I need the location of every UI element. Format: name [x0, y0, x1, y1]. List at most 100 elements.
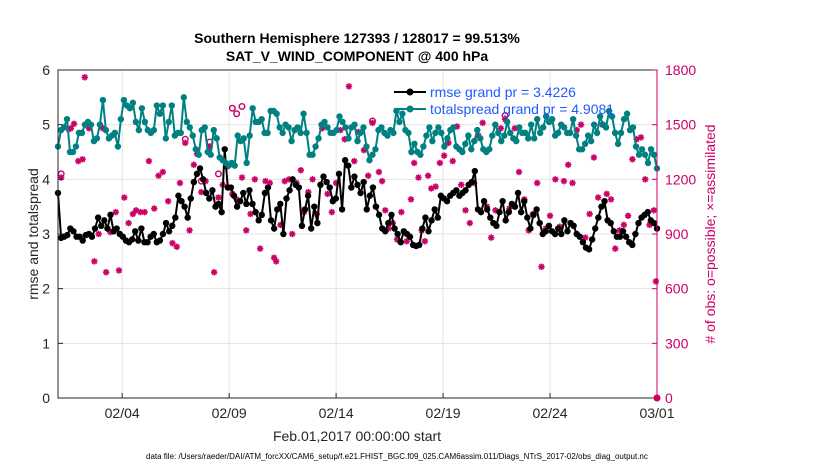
rmse-point	[363, 206, 370, 213]
x-tick-label: 02/19	[426, 405, 461, 421]
legend-marker-spread	[406, 105, 414, 113]
obs-assimilated-point	[458, 181, 465, 188]
rmse-point	[527, 225, 534, 232]
y-tick-label: 0	[42, 390, 50, 406]
spread-point	[420, 143, 427, 150]
obs-assimilated-point	[351, 157, 358, 165]
rmse-point	[382, 228, 389, 235]
spread-point	[117, 116, 125, 123]
spread-point	[168, 102, 176, 109]
rmse-point	[558, 230, 565, 238]
spread-point	[468, 146, 475, 153]
obs-assimilated-point	[256, 245, 264, 252]
y2-axis-label: # of obs: o=possible; ×=assimilated	[702, 124, 718, 343]
y2-tick-label: 1500	[665, 117, 696, 133]
spread-point	[438, 129, 445, 137]
spread-point	[572, 132, 580, 139]
rmse-point	[419, 225, 426, 232]
spread-point	[264, 129, 271, 137]
spread-point	[141, 118, 149, 126]
x-tick-label: 02/24	[533, 405, 568, 421]
rmse-point	[619, 228, 627, 235]
spread-point	[471, 137, 478, 145]
obs-assimilated-point	[112, 208, 119, 216]
spread-point	[363, 143, 370, 150]
y-tick-label: 4	[42, 171, 50, 187]
spread-point	[192, 146, 199, 153]
obs-assimilated-point	[650, 207, 657, 214]
rmse-point	[196, 165, 204, 172]
y2-tick-label: 300	[665, 335, 689, 351]
spread-point	[162, 135, 170, 142]
rmse-point	[138, 225, 145, 232]
rmse-point	[249, 200, 256, 208]
rmse-point	[255, 217, 262, 224]
obs-assimilated-point	[436, 159, 444, 167]
spread-point	[324, 124, 331, 131]
rmse-point	[233, 203, 241, 210]
rmse-point	[267, 217, 275, 224]
rmse-point	[70, 228, 77, 235]
rmse-point	[592, 225, 599, 232]
rmse-point	[502, 217, 509, 224]
rmse-point	[98, 222, 105, 229]
rmse-point	[385, 219, 392, 227]
rmse-point	[175, 192, 182, 199]
obs-assimilated-point	[164, 198, 172, 205]
obs-assimilated-point	[375, 168, 383, 176]
spread-point	[309, 151, 316, 158]
spread-point	[641, 151, 649, 158]
rmse-point	[644, 208, 651, 216]
obs-possible-point	[181, 135, 189, 143]
spread-point	[153, 102, 161, 109]
spread-point	[539, 124, 547, 131]
spread-point	[279, 129, 286, 137]
spread-point	[516, 124, 523, 131]
rmse-point	[277, 200, 284, 208]
spread-point	[213, 135, 220, 142]
spread-point	[474, 126, 481, 134]
spread-point	[632, 143, 640, 150]
spread-point	[138, 105, 146, 112]
rmse-point	[622, 233, 630, 240]
spread-point	[99, 96, 107, 104]
spread-point	[93, 135, 101, 142]
rmse-point	[360, 178, 367, 186]
obs-assimilated-point	[169, 239, 176, 247]
spread-point	[336, 113, 343, 120]
obs-assimilated-point	[102, 269, 110, 276]
spread-point	[486, 146, 493, 153]
rmse-point	[326, 184, 333, 191]
rmse-point	[162, 219, 170, 227]
x-tick-label: 02/09	[212, 405, 247, 421]
obs-assimilated-point	[141, 208, 148, 216]
spread-point	[611, 129, 619, 137]
obs-assimilated-point	[590, 154, 598, 161]
rmse-point	[496, 208, 503, 216]
obs-assimilated-point	[210, 269, 218, 276]
x-tick-label: 02/04	[105, 405, 140, 421]
spread-point	[297, 129, 304, 137]
spread-point	[321, 118, 328, 126]
spread-point	[315, 135, 322, 142]
spread-point	[177, 129, 184, 137]
obs-assimilated-point	[479, 119, 486, 127]
obs-possible-point	[214, 170, 222, 178]
rmse-point	[131, 228, 139, 235]
spread-point	[608, 113, 616, 120]
obs-assimilated-point	[421, 238, 429, 245]
obs-assimilated-point	[515, 168, 523, 176]
spread-point	[629, 124, 637, 131]
obs-assimilated-point	[382, 207, 389, 214]
rmse-point	[530, 211, 537, 219]
spread-point	[411, 140, 418, 147]
obs-assimilated-point	[121, 194, 128, 201]
spread-point	[114, 143, 122, 150]
obs-assimilated-point	[251, 176, 259, 183]
rmse-point	[391, 225, 398, 232]
rmse-point	[311, 203, 318, 210]
obs-possible-point	[501, 112, 509, 120]
y2-tick-label: 900	[665, 226, 689, 242]
rmse-point	[79, 237, 86, 244]
